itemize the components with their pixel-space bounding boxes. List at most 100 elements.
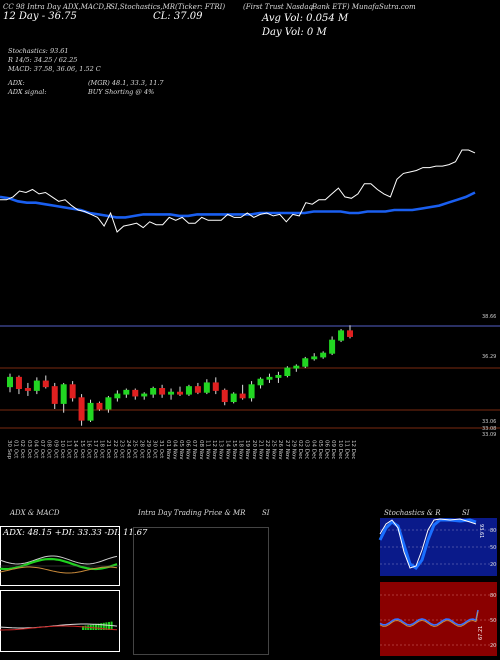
price-overlay [0, 149, 476, 233]
adx-line [0, 555, 118, 565]
adx-box: ADX: 48.15 +DI: 33.33 -DI: 11.67 [0, 526, 147, 586]
x-axis-date-label: 19 Nov [244, 440, 250, 460]
x-axis-labels: 30 Sep 01 Oct 02 Oct 03 Oct 04 Oct 07 Oct 08 O… [6, 440, 356, 460]
x-axis-date-label: 25 Oct [132, 440, 138, 459]
x-axis-date-label: 18 Nov [238, 440, 244, 460]
candle-body [141, 393, 148, 397]
candle-body [96, 402, 103, 410]
candle-body [293, 365, 300, 369]
x-axis-date-label: 01 Nov [165, 440, 171, 460]
si-line [379, 609, 479, 626]
stoch-si-drawing: 80 50 20 80 50 20 93.61 67.21 [378, 518, 497, 656]
candle-body [159, 388, 166, 395]
stoch-panel-title: Stochastics & R [384, 509, 441, 517]
x-axis-date-label: 11 Oct [66, 440, 72, 459]
adx-panel-title: ADX & MACD [10, 509, 60, 517]
stat-stoch-r: R 14/5: 34.25 / 62.25 [8, 56, 78, 64]
header-ticker: (Ticker: FTRI) [175, 3, 226, 11]
x-axis-date-label: 21 Oct [105, 440, 111, 459]
x-axis-date-label: 01 Oct [13, 440, 19, 459]
x-axis-date-label: 09 Oct [52, 440, 58, 459]
candle-body [132, 389, 139, 397]
macd-histogram-bar [82, 626, 84, 630]
mr-panel-box [133, 527, 269, 655]
x-axis-date-label: 15 Oct [79, 440, 85, 459]
macd-histogram-bar [108, 622, 110, 630]
x-axis-date-label: 11 Nov [204, 440, 210, 460]
x-axis-date-label: 03 Dec [304, 440, 310, 459]
header-period: 12 Day - 36.75 [3, 11, 77, 22]
candle-body [69, 384, 76, 399]
x-axis-date-label: 22 Nov [264, 440, 270, 460]
candle-body [24, 388, 31, 391]
candle-body [347, 330, 353, 337]
si-tick-label: 20 [490, 643, 496, 649]
candle-body [15, 376, 22, 390]
candle-body [51, 386, 58, 404]
x-axis-date-label: 04 Dec [310, 440, 316, 459]
x-axis-date-label: 27 Nov [284, 440, 290, 460]
x-axis-date-label: 21 Nov [257, 440, 263, 460]
stat-mgr: (MGR) 48.1, 33.3, 11.7 [88, 79, 164, 87]
si-tick-label: 80 [490, 593, 496, 599]
x-axis-date-label: 02 Oct [19, 440, 25, 459]
candles [7, 325, 353, 426]
x-axis-date-label: 05 Dec [317, 440, 323, 459]
chart-header-left: CC 98 Intra Day ADX,MACD,R [3, 3, 111, 11]
x-axis-date-label: 04 Nov [171, 440, 177, 460]
stoch-panel-suffix: SI [462, 509, 470, 517]
price-level-label: 33.06 [482, 419, 496, 425]
header-fund-name-b: Bank ETF) MunafaSutra.com [312, 3, 416, 11]
candle-body [311, 356, 318, 360]
candle-body [114, 393, 121, 399]
price-line [0, 149, 476, 233]
candle-body [60, 384, 67, 404]
candle-body [42, 380, 49, 388]
candle-body [257, 378, 264, 386]
x-axis-date-label: 20 Nov [251, 440, 257, 460]
stat-stochastics: Stochastics: 93.61 [8, 47, 69, 55]
candle-body [78, 397, 85, 421]
x-axis-date-label: 07 Nov [191, 440, 197, 460]
minus-di-line [0, 566, 118, 574]
x-axis-date-label: 03 Oct [26, 440, 32, 459]
x-axis-date-label: 29 Oct [145, 440, 151, 459]
stat-adx: ADX: [8, 79, 25, 87]
candle-body [338, 330, 345, 341]
stoch-tick-label: 50 [490, 545, 496, 551]
mr-panel-title: Intra Day Trading Price & MR [138, 509, 246, 517]
x-axis-date-label: 14 Oct [72, 440, 78, 459]
x-axis-date-label: 08 Oct [46, 440, 52, 459]
stoch-tick-label: 80 [490, 528, 496, 534]
macd-histogram-bar [92, 624, 95, 630]
x-axis-date-label: 16 Oct [85, 440, 91, 459]
x-axis-date-label: 26 Nov [277, 440, 283, 460]
macd-histogram-bar [100, 623, 103, 630]
day-vol: Day Vol: 0 M [262, 27, 327, 38]
mr-panel-suffix: SI [262, 509, 270, 517]
x-axis-date-label: 18 Oct [99, 440, 105, 459]
macd-line [0, 623, 118, 629]
x-axis-date-label: 02 Dec [297, 440, 303, 459]
stoch-readout: 93.61 [478, 524, 484, 538]
macd-histogram-bar [105, 622, 108, 630]
candle-body [230, 393, 237, 403]
avg-vol: Avg Vol: 0.054 M [262, 13, 349, 24]
x-axis-date-label: 06 Dec [324, 440, 330, 459]
candle-body [177, 391, 183, 395]
x-axis-date-label: 06 Nov [185, 440, 191, 460]
candle-body [87, 402, 94, 421]
macd-signal-line [0, 625, 118, 631]
candle-body [150, 388, 157, 395]
candle-body [284, 367, 291, 376]
price-level-label: 38.66 [482, 314, 496, 320]
x-axis-date-label: 07 Oct [39, 440, 45, 459]
candle-body [123, 389, 130, 395]
macd-histogram-bar [95, 624, 97, 630]
stoch-d-line [379, 518, 477, 569]
plus-di-line [0, 557, 118, 571]
candle-body [266, 376, 273, 380]
stat-adx-signal: ADX signal: [8, 88, 47, 96]
